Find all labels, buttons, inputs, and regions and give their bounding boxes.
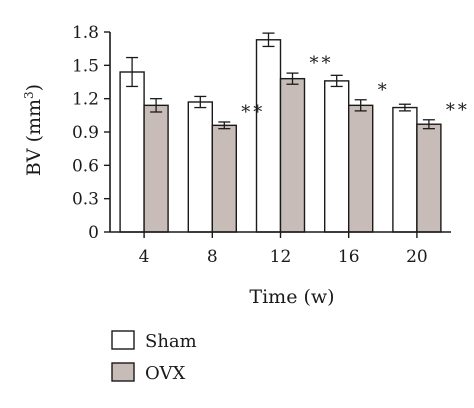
bar-sham (187, 101, 214, 233)
y-axis-title-suffix: ) (23, 84, 45, 91)
y-tick-label: 1.8 (72, 23, 99, 43)
error-bar (354, 99, 367, 112)
bar-sham (392, 106, 418, 233)
x-tick-label: 4 (139, 247, 150, 267)
x-tick-label: 16 (338, 247, 360, 267)
error-bar (398, 103, 411, 112)
error-bar (150, 98, 163, 113)
bar-sham (324, 80, 350, 233)
significance-markers: ******* (241, 53, 470, 123)
bar-sham (255, 39, 282, 233)
bar-ovx (279, 77, 306, 233)
y-axis-title: BV (mm3) (22, 84, 45, 176)
error-bar (126, 56, 139, 88)
x-axis-title: Time (w) (249, 286, 334, 308)
error-bar (330, 74, 343, 88)
y-tick-label: 1.2 (72, 90, 99, 110)
x-tick-label: 20 (406, 247, 428, 267)
significance-marker: ** (241, 102, 265, 123)
y-axis-title-main: BV (mm (23, 99, 45, 176)
error-bar (262, 32, 275, 48)
y-tick-label: 1.5 (72, 56, 99, 76)
bar-ovx (143, 104, 169, 233)
y-tick-label: 0 (88, 223, 99, 243)
error-bar (194, 95, 207, 109)
y-tick-label: 0.3 (72, 190, 99, 210)
error-bar (218, 121, 231, 130)
x-axis-ticks: 4 8 12 16 20 (139, 232, 428, 267)
error-bar (422, 119, 435, 130)
error-bars (126, 32, 435, 130)
legend-label-ovx: OVX (145, 363, 185, 384)
bar-ovx (211, 124, 238, 233)
legend-swatch-ovx (111, 362, 135, 382)
x-tick-label: 12 (270, 247, 292, 267)
error-bar (286, 72, 299, 85)
bar-ovx (348, 104, 374, 233)
significance-marker: ** (310, 53, 334, 74)
legend-label-sham: Sham (145, 331, 197, 352)
legend-swatch-sham (111, 330, 135, 350)
y-axis-title-superscript: 3 (22, 91, 36, 99)
legend: Sham OVX (111, 330, 197, 384)
significance-marker: * (378, 80, 390, 101)
x-tick-label: 8 (207, 247, 218, 267)
bars (119, 39, 442, 233)
y-tick-label: 0.6 (72, 156, 99, 176)
bar-ovx (416, 123, 442, 233)
bar-sham (119, 71, 145, 233)
y-tick-label: 0.9 (72, 123, 99, 143)
y-axis-ticks: 0 0.3 0.6 0.9 1.2 1.5 1.8 (72, 23, 110, 243)
significance-marker: ** (446, 100, 470, 121)
